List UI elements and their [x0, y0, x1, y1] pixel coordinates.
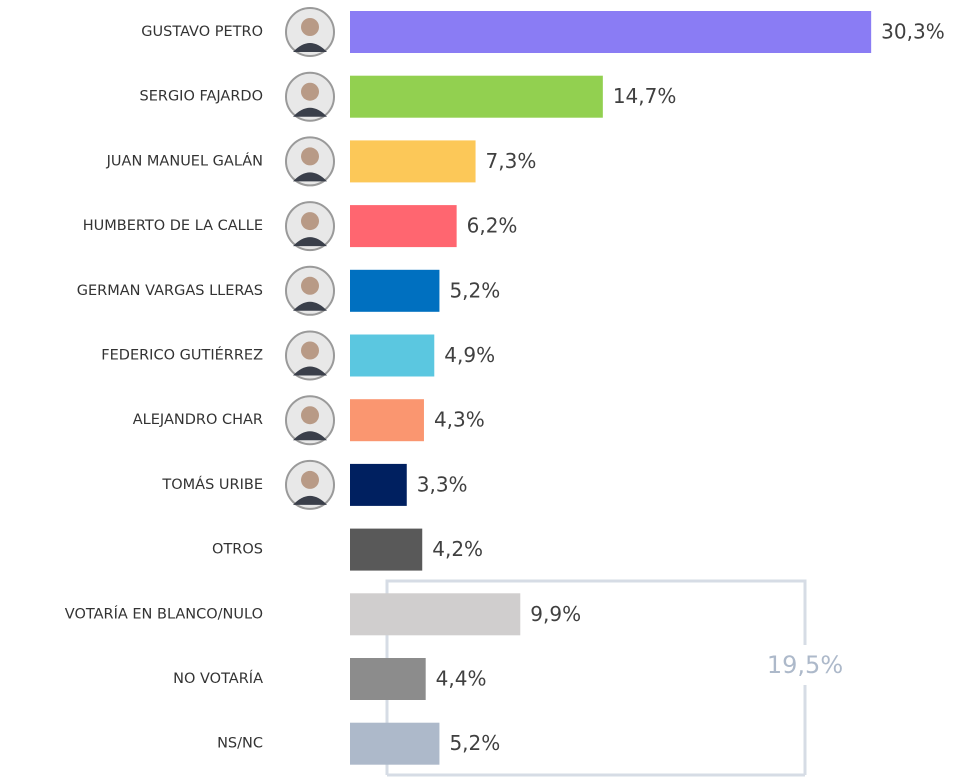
avatar-body	[293, 495, 327, 505]
value-label: 7,3%	[486, 149, 537, 173]
bar	[350, 205, 457, 248]
category-label: GUSTAVO PETRO	[141, 24, 263, 40]
category-label: ALEJANDRO CHAR	[133, 412, 263, 428]
avatar-head	[301, 406, 319, 425]
bar	[350, 463, 407, 506]
value-label: 4,9%	[444, 343, 495, 367]
value-label: 4,2%	[432, 537, 483, 561]
category-label: HUMBERTO DE LA CALLE	[83, 218, 263, 234]
category-label: SERGIO FAJARDO	[140, 89, 264, 105]
avatar-body	[293, 172, 327, 182]
bar	[350, 722, 440, 765]
bar	[350, 399, 424, 442]
value-label: 14,7%	[613, 84, 677, 108]
avatar-body	[293, 43, 327, 52]
bar	[350, 75, 603, 118]
avatar-head	[301, 147, 319, 166]
category-label: NS/NC	[217, 736, 263, 752]
avatar-body	[293, 301, 327, 311]
avatar-body	[293, 431, 327, 441]
avatar-body	[293, 366, 327, 376]
category-label: NO VOTARÍA	[173, 670, 263, 687]
annotation-bg	[750, 645, 860, 685]
value-label: 9,9%	[530, 602, 581, 626]
avatar-head	[301, 212, 319, 231]
bar	[350, 593, 521, 636]
value-label: 5,2%	[449, 731, 500, 755]
category-label: OTROS	[212, 542, 263, 558]
value-label: 6,2%	[467, 214, 518, 238]
bar	[350, 11, 872, 53]
avatar-head	[301, 276, 319, 295]
avatar-head	[301, 341, 319, 360]
category-label: TOMÁS URIBE	[161, 476, 263, 493]
avatar-body	[293, 237, 327, 247]
value-label: 3,3%	[417, 472, 468, 496]
avatar-head	[301, 82, 319, 101]
value-label: 4,3%	[434, 408, 485, 432]
bar	[350, 528, 423, 571]
avatar-head	[301, 470, 319, 489]
category-label: JUAN MANUEL GALÁN	[106, 152, 263, 169]
bar	[350, 269, 440, 312]
value-label: 5,2%	[449, 278, 500, 302]
category-label: FEDERICO GUTIÉRREZ	[101, 347, 263, 364]
bar	[350, 658, 426, 700]
category-label: VOTARÍA EN BLANCO/NULO	[65, 605, 263, 622]
annotation: 19,5%	[767, 651, 843, 679]
category-label: GERMAN VARGAS LLERAS	[77, 283, 263, 299]
value-label: 30,3%	[881, 20, 945, 44]
bar	[350, 140, 476, 183]
avatar-head	[301, 18, 319, 36]
bar	[350, 334, 435, 377]
avatar-body	[293, 107, 327, 117]
value-label: 4,4%	[436, 667, 487, 691]
